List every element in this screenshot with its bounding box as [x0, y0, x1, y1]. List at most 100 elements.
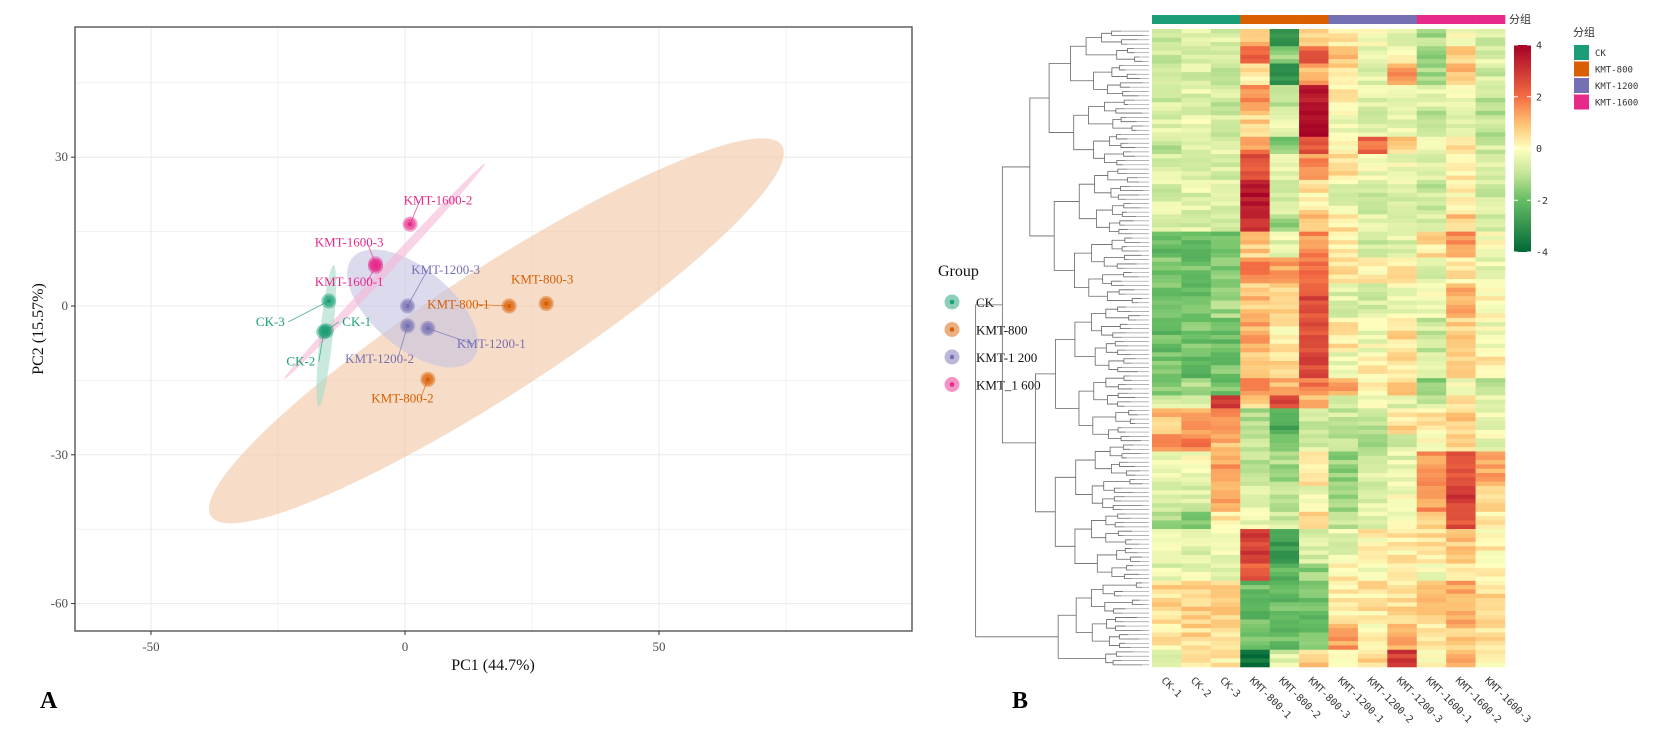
heatmap-cell: [1328, 615, 1359, 620]
heatmap-cell: [1210, 554, 1241, 560]
annotation-legend-swatch: [1574, 78, 1589, 93]
heatmap-cell: [1357, 473, 1388, 478]
heatmap-cell: [1181, 85, 1212, 90]
heatmap-cell: [1181, 244, 1212, 250]
heatmap-cell: [1210, 373, 1241, 379]
heatmap-cell: [1328, 585, 1359, 590]
heatmap-cell: [1181, 136, 1212, 142]
heatmap-cell: [1240, 214, 1270, 219]
dendrogram-branch: [1108, 636, 1120, 646]
heatmap-cell: [1299, 580, 1329, 586]
heatmap-cell: [1181, 451, 1212, 457]
heatmap-cell: [1210, 399, 1241, 405]
heatmap-cell: [1387, 404, 1418, 409]
heatmap-cell: [1328, 641, 1359, 646]
heatmap-cell: [1416, 205, 1447, 211]
heatmap-cell: [1240, 438, 1270, 444]
heatmap-cell: [1181, 171, 1212, 176]
heatmap-cell: [1269, 386, 1300, 392]
heatmap-cell: [1416, 589, 1447, 595]
heatmap-cell: [1416, 85, 1447, 90]
annotation-cell: [1328, 15, 1359, 24]
heatmap-cell: [1152, 227, 1182, 232]
heatmap-cell: [1328, 50, 1359, 56]
heatmap-cell: [1446, 386, 1476, 392]
heatmap-cell: [1299, 451, 1329, 457]
heatmap-cell: [1446, 235, 1476, 241]
heatmap-cell: [1299, 369, 1329, 375]
heatmap-cell: [1152, 287, 1182, 293]
heatmap-cell: [1446, 309, 1476, 314]
heatmap-cell: [1269, 378, 1300, 383]
heatmap-cell: [1387, 257, 1418, 263]
dendrogram-branch: [1054, 476, 1076, 547]
heatmap-cell: [1299, 222, 1329, 228]
heatmap-cell: [1152, 184, 1182, 189]
heatmap-cell: [1152, 266, 1182, 271]
heatmap-cell: [1240, 309, 1270, 314]
heatmap-cell: [1446, 46, 1476, 51]
heatmap-cell: [1357, 481, 1388, 487]
heatmap-cell: [1152, 360, 1182, 366]
heatmap-cell: [1240, 222, 1270, 228]
heatmap-cell: [1475, 50, 1506, 56]
heatmap-cell: [1475, 343, 1506, 349]
heatmap-cell: [1446, 662, 1476, 668]
heatmap-cell: [1269, 33, 1300, 38]
heatmap-cell: [1446, 494, 1476, 500]
dendrogram-branch: [1093, 382, 1108, 401]
heatmap-cell: [1328, 266, 1359, 271]
heatmap-cell: [1181, 59, 1212, 64]
heatmap-cell: [1475, 304, 1506, 310]
heatmap-cell: [1299, 494, 1329, 500]
heatmap-cell: [1357, 598, 1388, 603]
heatmap-cell: [1299, 455, 1329, 461]
heatmap-cell: [1416, 171, 1447, 176]
dendrogram-branch: [1124, 548, 1138, 554]
heatmap-cell: [1446, 218, 1476, 224]
heatmap-cell: [1240, 399, 1270, 405]
heatmap-cell: [1357, 188, 1388, 194]
heatmap-cell: [1269, 554, 1300, 560]
heatmap-cell: [1152, 261, 1182, 267]
heatmap-cell: [1210, 231, 1241, 237]
heatmap-cell: [1269, 123, 1300, 129]
heatmap-cell: [1416, 123, 1447, 129]
heatmap-cell: [1475, 218, 1506, 224]
heatmap-cell: [1299, 97, 1329, 103]
heatmap-cell: [1475, 162, 1506, 168]
heatmap-cell: [1181, 503, 1212, 508]
heatmap-cell: [1269, 559, 1300, 564]
heatmap-cell: [1328, 416, 1359, 422]
dendrogram-branch: [1112, 660, 1143, 666]
heatmap-cell: [1240, 429, 1270, 435]
heatmap-cell: [1357, 240, 1388, 245]
heatmap-cell: [1357, 313, 1388, 319]
heatmap-cell: [1475, 128, 1506, 133]
colorbar: [1514, 45, 1531, 252]
heatmap-cell: [1269, 408, 1300, 413]
heatmap-cell: [1387, 503, 1418, 508]
heatmap-cell: [1416, 619, 1447, 625]
legend-title: Group: [938, 263, 979, 280]
heatmap-cell: [1181, 373, 1212, 379]
heatmap-cell: [1152, 477, 1182, 482]
heatmap-cell: [1416, 244, 1447, 250]
heatmap-cell: [1269, 563, 1300, 569]
heatmap-cell: [1152, 425, 1182, 431]
heatmap-cell: [1387, 610, 1418, 616]
heatmap-cell: [1299, 283, 1329, 288]
heatmap-cell: [1152, 106, 1182, 112]
heatmap-cell: [1240, 227, 1270, 232]
heatmap-cell: [1240, 205, 1270, 211]
heatmap-cell: [1446, 356, 1476, 362]
heatmap-cell: [1181, 438, 1212, 444]
heatmap-cell: [1328, 89, 1359, 94]
heatmap-cell: [1357, 110, 1388, 116]
heatmap-cell: [1387, 261, 1418, 267]
heatmap-cell: [1357, 585, 1388, 590]
heatmap-cell: [1446, 76, 1476, 82]
heatmap-cell: [1357, 485, 1388, 491]
data-point-center: [326, 298, 331, 304]
dendrogram-branch: [1121, 39, 1138, 45]
